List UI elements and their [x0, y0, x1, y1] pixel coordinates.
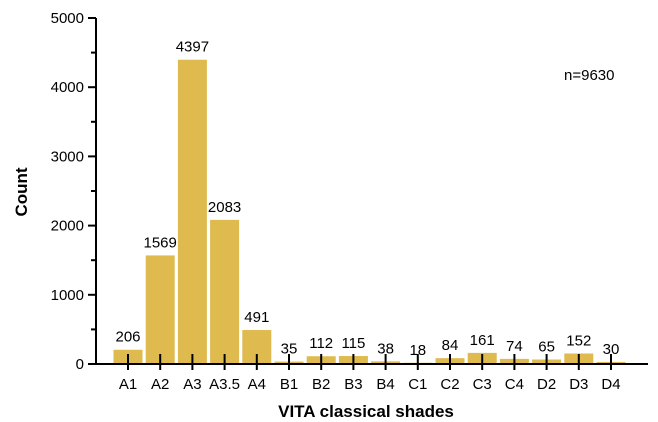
bar: [210, 219, 240, 364]
bar-value-label: 491: [244, 309, 269, 326]
bar: [177, 59, 207, 364]
y-tick-label: 0: [76, 356, 84, 373]
bar-value-label: 1569: [144, 234, 177, 251]
y-tick-label: 4000: [51, 79, 84, 96]
bar: [145, 255, 175, 364]
bar-value-label: 2083: [208, 199, 241, 216]
bar-value-label: 112: [309, 335, 333, 352]
x-tick-label: A3.5: [209, 376, 240, 393]
x-tick-label: D4: [601, 376, 620, 393]
x-tick-label: A4: [248, 376, 266, 393]
bar-value-label: 206: [115, 329, 140, 346]
x-tick-label: A3: [183, 376, 201, 393]
y-tick-label: 1000: [51, 287, 84, 304]
bar-value-label: 18: [409, 342, 426, 359]
bar-value-label: 161: [470, 332, 495, 349]
bar-value-label: 74: [506, 338, 523, 355]
bar-value-label: 30: [603, 341, 620, 358]
bar-value-label: 115: [341, 335, 365, 352]
bar-value-label: 4397: [176, 39, 209, 56]
y-axis-title: Count: [12, 167, 31, 216]
x-tick-label: B4: [376, 376, 394, 393]
bar-value-label: 84: [442, 337, 459, 354]
x-tick-label: B1: [280, 376, 298, 393]
y-axis: 0 1000 2000 3000 4000 5000: [51, 10, 97, 373]
bar-value-label: 65: [538, 339, 555, 356]
bars: 206 1569 4397 2083 491 35 112 115 38 18 84 161 74 65 1…: [113, 39, 626, 364]
x-tick-label: C2: [440, 376, 459, 393]
bar-value-label: 38: [377, 340, 394, 357]
y-tick-label: 3000: [51, 148, 84, 165]
bar-value-label: 152: [566, 332, 591, 349]
y-tick-label: 5000: [51, 10, 84, 27]
x-tick-label: D3: [569, 376, 588, 393]
x-tick-label: C4: [505, 376, 524, 393]
x-tick-label: B2: [312, 376, 330, 393]
x-tick-label: A1: [119, 376, 137, 393]
x-tick-label: C1: [408, 376, 427, 393]
y-tick-label: 2000: [51, 218, 84, 235]
x-tick-label: C3: [473, 376, 492, 393]
x-axis-title: VITA classical shades: [278, 402, 454, 421]
x-tick-label: A2: [151, 376, 169, 393]
x-axis: A1 A2 A3 A3.5 A4 B1 B2 B3 B4 C1 C2 C3 C4 D2 D3 D4: [96, 354, 648, 393]
bar-value-label: 35: [281, 341, 298, 358]
x-tick-label: D2: [537, 376, 556, 393]
sample-size-annotation: n=9630: [564, 67, 614, 84]
x-tick-label: B3: [344, 376, 362, 393]
